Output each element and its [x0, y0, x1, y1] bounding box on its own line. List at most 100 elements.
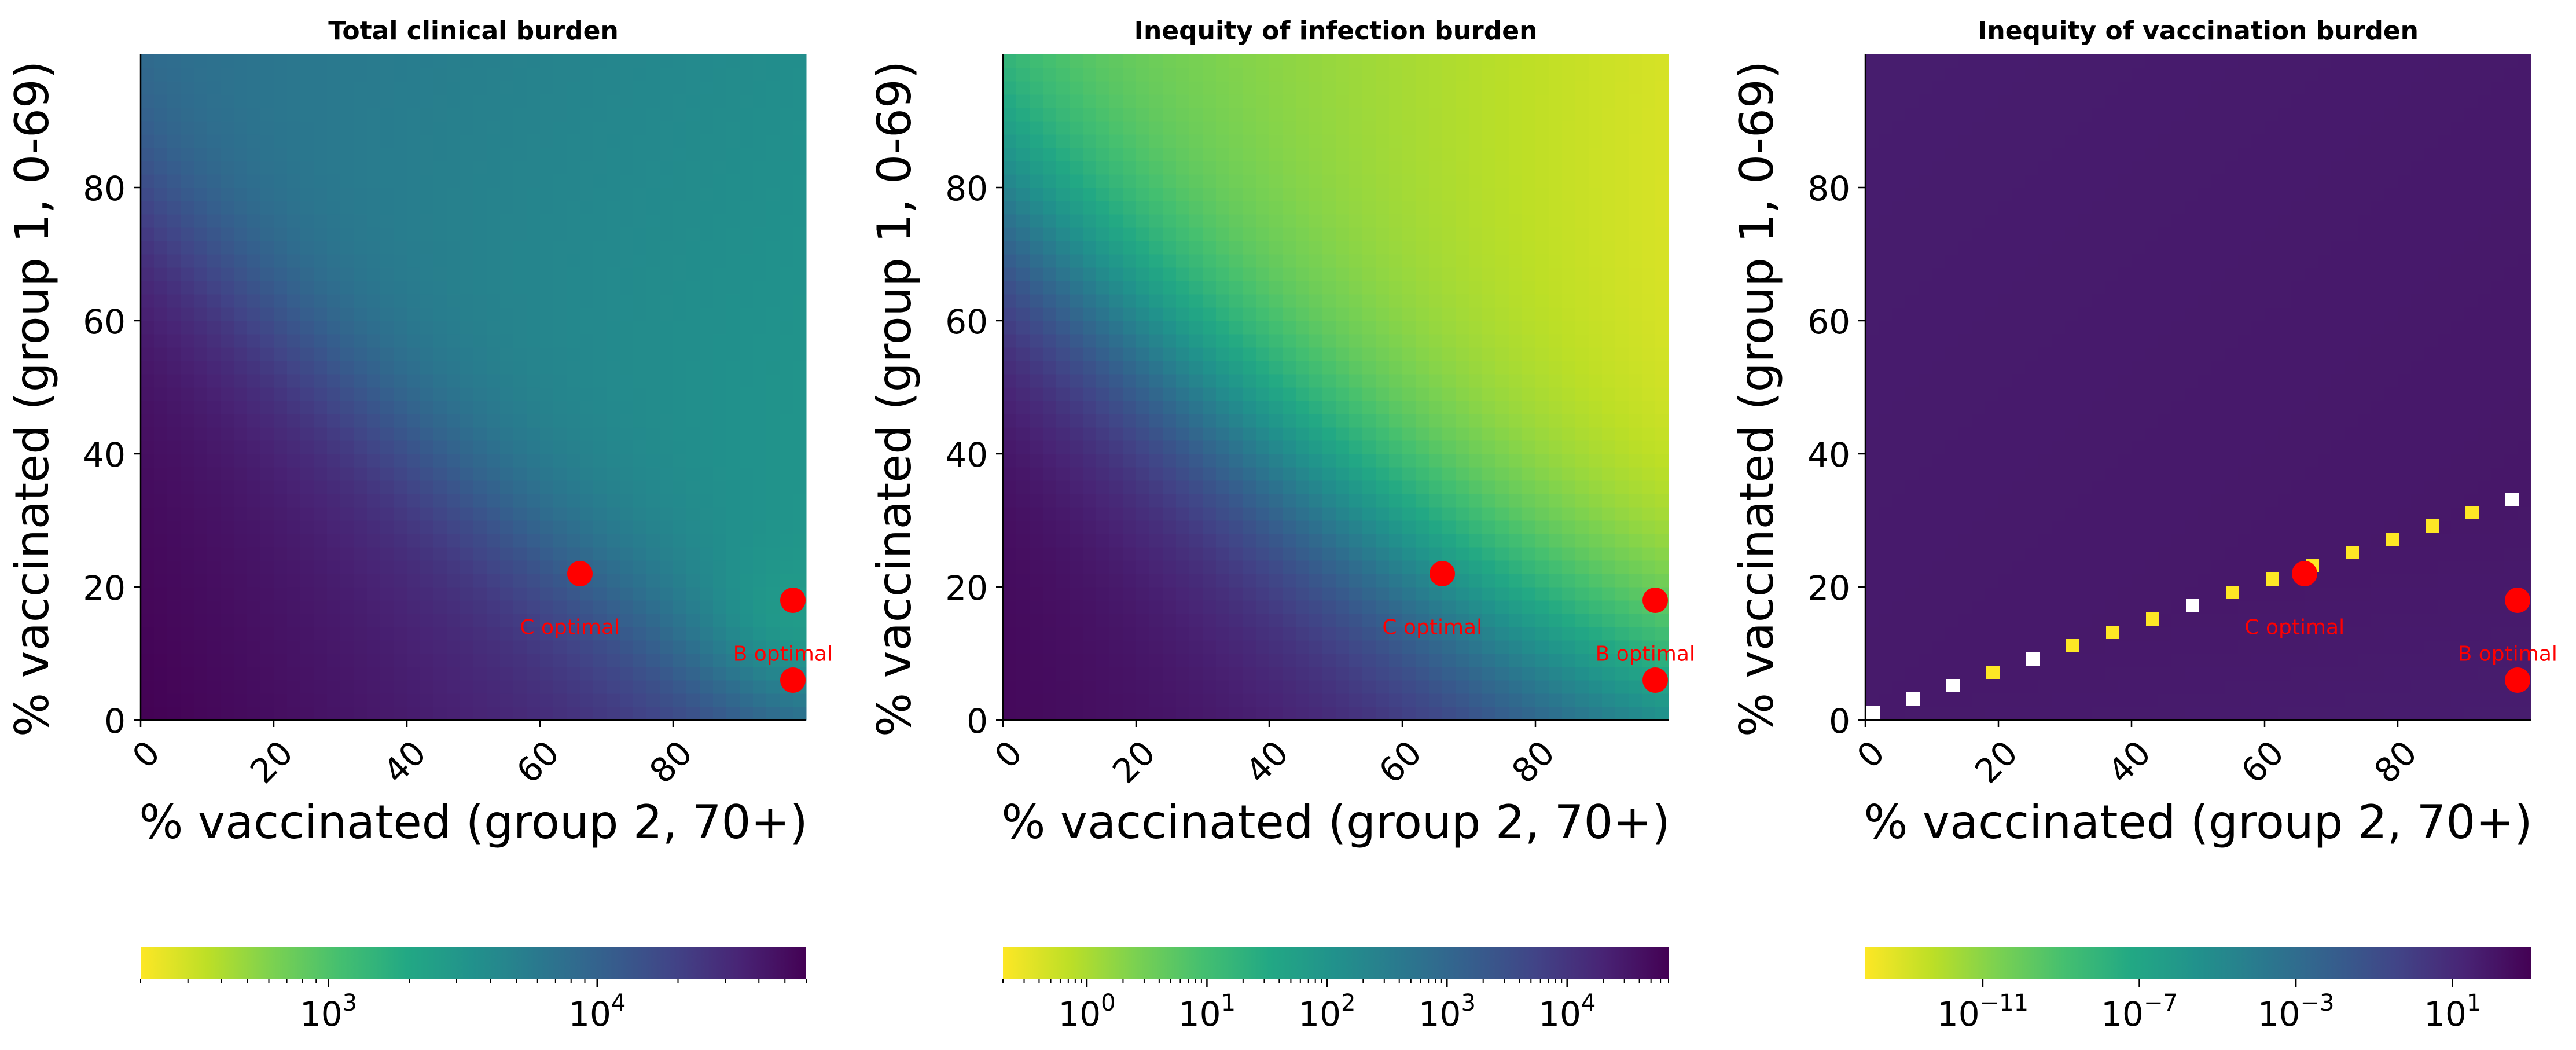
- heatmap-cell: [1602, 334, 1616, 348]
- heatmap-cell: [1495, 307, 1509, 321]
- heatmap-cell: [567, 520, 580, 534]
- heatmap-cell: [473, 440, 487, 454]
- heatmap-cell: [221, 94, 234, 108]
- heatmap-cell: [740, 480, 754, 494]
- heatmap-cell: [1416, 54, 1430, 68]
- heatmap-cell: [1030, 108, 1043, 122]
- heatmap-cell: [780, 294, 793, 308]
- heatmap-cell: [500, 321, 514, 335]
- heatmap-cell: [287, 294, 301, 308]
- heatmap-cell: [1243, 361, 1256, 375]
- heatmap-cell: [1482, 201, 1496, 215]
- heatmap-cell: [1322, 321, 1336, 335]
- heatmap-cell: [673, 387, 687, 401]
- heatmap-cell: [367, 214, 381, 228]
- heatmap-cell: [1003, 587, 1017, 601]
- heatmap-cell: [500, 534, 514, 548]
- heatmap-cell: [726, 174, 740, 188]
- heatmap-cell: [1522, 467, 1536, 481]
- heatmap-cell: [1469, 640, 1483, 654]
- heatmap-cell: [593, 667, 607, 681]
- heatmap-cell: [1136, 227, 1150, 241]
- heatmap-cell: [726, 600, 740, 614]
- heatmap-cell: [1349, 254, 1363, 268]
- heatmap-cell: [420, 227, 434, 241]
- heatmap-cell: [686, 54, 700, 68]
- heatmap-cell: [1549, 401, 1563, 414]
- heatmap-cell: [1629, 241, 1642, 255]
- heatmap-cell: [513, 467, 527, 481]
- heatmap-cell: [1043, 454, 1057, 468]
- heatmap-cell: [580, 414, 594, 428]
- heatmap-cell: [367, 693, 381, 707]
- heatmap-cell: [1096, 188, 1110, 201]
- heatmap-cell: [260, 361, 274, 375]
- heatmap-cell: [607, 467, 620, 481]
- heatmap-cell: [274, 574, 288, 588]
- heatmap-cell: [540, 587, 554, 601]
- heatmap-cell: [593, 440, 607, 454]
- heatmap-cell: [1229, 627, 1243, 641]
- heatmap-cell: [314, 307, 328, 321]
- heatmap-cell: [740, 667, 754, 681]
- heatmap-cell: [540, 134, 554, 148]
- heatmap-cell: [1442, 401, 1456, 414]
- heatmap-cell: [1376, 654, 1390, 667]
- heatmap-cell: [500, 547, 514, 561]
- heatmap-cell: [1602, 587, 1616, 601]
- heatmap-cell: [500, 108, 514, 122]
- heatmap-cell: [1389, 454, 1403, 468]
- heatmap-cell: [314, 347, 328, 361]
- heatmap-cell: [1535, 201, 1549, 215]
- heatmap-cell: [1269, 427, 1283, 441]
- heatmap-cell: [1322, 214, 1336, 228]
- heatmap-cell: [1056, 654, 1070, 667]
- heatmap-cell: [314, 188, 328, 201]
- heatmap-cell: [1269, 374, 1283, 388]
- heatmap-cell: [1322, 227, 1336, 241]
- heatmap-cell: [553, 401, 567, 414]
- heatmap-cell: [1535, 680, 1549, 694]
- heatmap-cell: [1402, 640, 1416, 654]
- heatmap-cell: [367, 361, 381, 375]
- heatmap-cell: [1256, 667, 1270, 681]
- heatmap-cell: [660, 321, 674, 335]
- heatmap-cell: [420, 534, 434, 548]
- heatmap-cell: [1589, 667, 1603, 681]
- heatmap-cell: [460, 707, 474, 721]
- heatmap-cell: [1389, 161, 1403, 175]
- heatmap-cell: [713, 241, 727, 255]
- heatmap-cell: [1322, 387, 1336, 401]
- heatmap-cell: [780, 94, 793, 108]
- heatmap-cell: [1469, 214, 1483, 228]
- heatmap-cell: [753, 267, 767, 281]
- heatmap-cell: [1429, 494, 1443, 508]
- heatmap-cell: [1629, 108, 1642, 122]
- heatmap-cell: [620, 614, 634, 627]
- heatmap-cell: [1283, 654, 1296, 667]
- heatmap-cell: [580, 507, 594, 521]
- heatmap-cell: [660, 534, 674, 548]
- heatmap-cell: [660, 480, 674, 494]
- heatmap-cell: [1003, 134, 1017, 148]
- heatmap-cell: [1442, 374, 1456, 388]
- heatmap-cell: [1030, 520, 1043, 534]
- heatmap-cell: [1336, 574, 1350, 588]
- heatmap-cell: [1615, 560, 1629, 574]
- heatmap-cell: [1309, 174, 1323, 188]
- heatmap-cell: [607, 174, 620, 188]
- heatmap-cell: [740, 574, 754, 588]
- heatmap-cell: [1043, 54, 1057, 68]
- heatmap-cell: [740, 307, 754, 321]
- heatmap-cell: [1389, 108, 1403, 122]
- heatmap-cell: [1229, 547, 1243, 561]
- heatmap-cell: [766, 174, 780, 188]
- heatmap-cell: [1109, 214, 1123, 228]
- heatmap-cell: [1283, 307, 1296, 321]
- heatmap-cell: [1376, 347, 1390, 361]
- heatmap-cell: [620, 667, 634, 681]
- heatmap-cell: [713, 161, 727, 175]
- heatmap-cell: [327, 121, 341, 135]
- heatmap-cell: [1629, 68, 1642, 82]
- heatmap-cell: [700, 121, 714, 135]
